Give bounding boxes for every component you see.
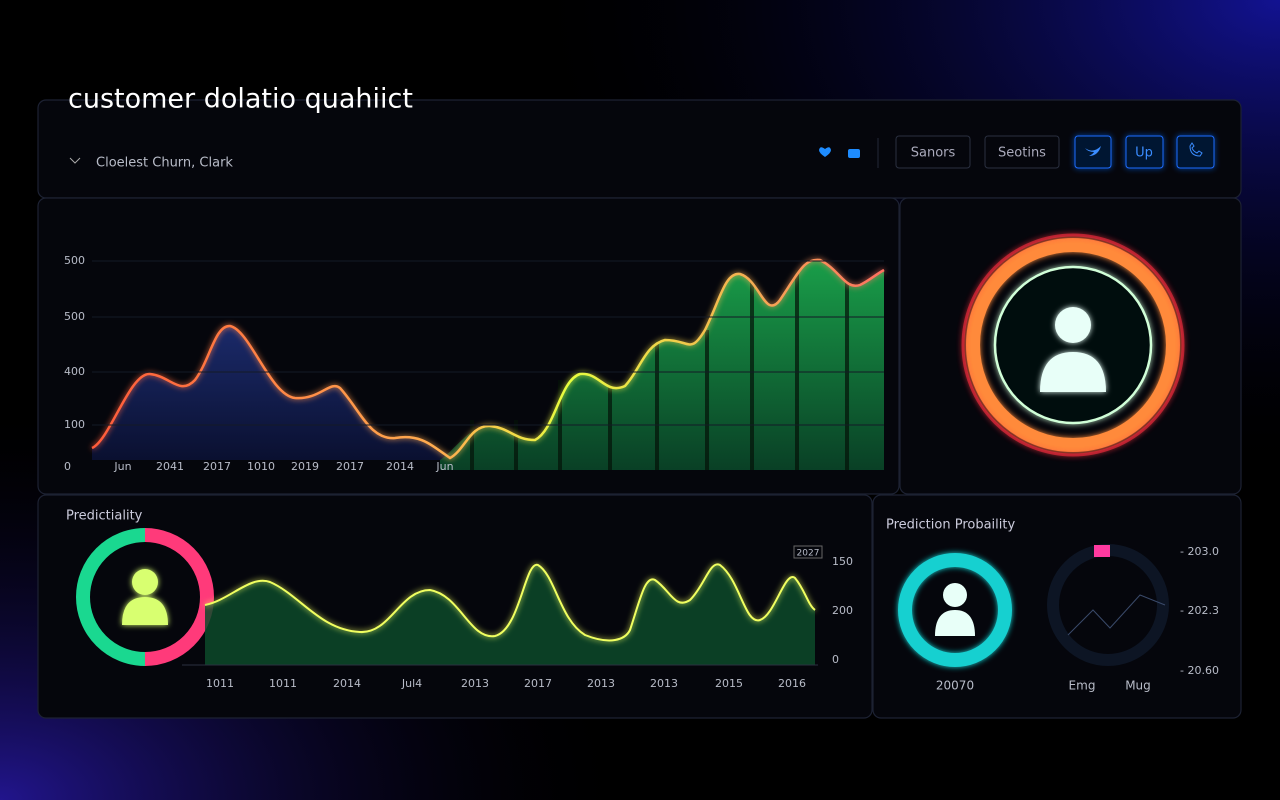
x-tick-label: Jun [435,460,453,473]
tag: 2027 [797,549,820,559]
x-tick-label: 2013 [650,677,678,690]
twitter-icon [1085,146,1101,156]
y-tick-label: 500 [64,310,85,323]
y-tick-label: 200 [832,604,853,617]
y-tick-label: 0 [64,460,71,473]
gauge-line [1067,594,1166,636]
avatar-icon [935,583,975,636]
probability-ring [898,553,1012,667]
button-label: Sanors [911,146,956,161]
avatar-icon [122,569,168,625]
header-panel [37,99,1242,199]
line [204,563,816,642]
x-tick-label: 2041 [156,460,184,473]
y-tick-label: - 202.3 [1180,604,1219,617]
y-tick-label: 0 [832,653,839,666]
twitter-button[interactable] [1074,135,1112,169]
area [205,564,815,665]
x-tick-label: Jun [113,460,131,473]
x-tick-label: 2014 [386,460,414,473]
x-tick-label: 2016 [778,677,806,690]
button-label: Seotins [998,146,1046,161]
x-tick-label: 1011 [206,677,234,690]
gauge-label: Mug [1125,679,1151,693]
x-tick-label: Jul4 [401,677,422,690]
x-tick-label: 2014 [333,677,361,690]
x-tick-label: 2013 [461,677,489,690]
outer-ring [966,238,1180,452]
card-icon[interactable] [848,149,860,158]
breadcrumb: Cloelest Churn, Clark [96,156,233,171]
title: customer dolatio quahiict [68,84,413,115]
x-tick-label: 2019 [291,460,319,473]
probability-value: 20070 [936,679,974,693]
button[interactable] [895,135,971,169]
donut-segment [76,528,146,666]
button[interactable] [984,135,1060,169]
outer-ring [961,233,1185,457]
x-tick-label: 2017 [203,460,231,473]
panel-title: Prediction Probaility [886,518,1015,533]
x-tick-label: 2017 [336,460,364,473]
x-tick-label: 2015 [715,677,743,690]
avatar-icon [1040,307,1106,392]
x-tick-label: 2013 [587,677,615,690]
inner-ring [993,265,1153,425]
y-tick-label: - 203.0 [1180,545,1219,558]
area [440,259,884,470]
x-tick-label: 1010 [247,460,275,473]
gauge-marker [1094,545,1110,557]
y-tick-label: - 20.60 [1180,664,1219,677]
area [92,325,455,460]
heart-icon[interactable] [819,147,831,157]
y-tick-label: 500 [64,254,85,267]
donut-segment [144,528,214,666]
x-tick-label: 2017 [524,677,552,690]
line [91,258,885,460]
panel-title: Predictiality [66,509,143,524]
main-chart [91,258,885,470]
chevron[interactable] [69,157,81,164]
button-label: Up [1135,146,1153,161]
gauge-label: Emg [1069,679,1096,693]
button[interactable] [1125,135,1164,169]
y-tick-label: 400 [64,365,85,378]
phone-icon [1189,142,1203,157]
y-tick-label: 100 [64,418,85,431]
y-tick-label: 150 [832,555,853,568]
tag-box [793,545,823,559]
x-tick-label: 1011 [269,677,297,690]
